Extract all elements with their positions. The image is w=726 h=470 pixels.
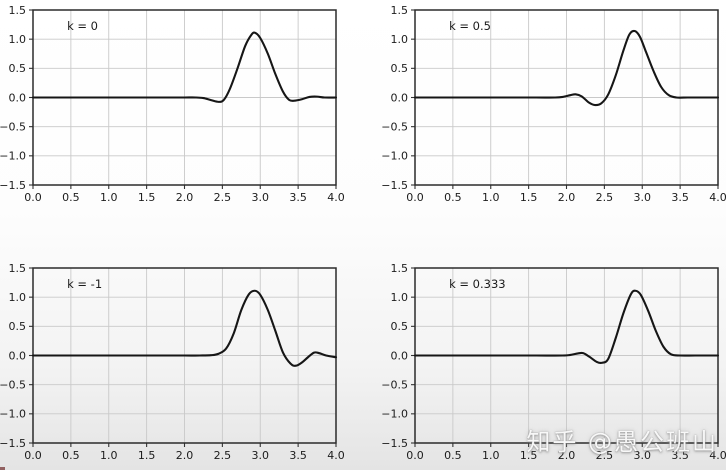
x-tick-label: 3.0 (634, 191, 652, 204)
y-tick-label: 1.0 (391, 33, 409, 46)
x-tick-label: 2.0 (176, 449, 194, 462)
y-tick-label: 0.5 (391, 62, 409, 75)
k-value-label: k = 0.333 (449, 277, 506, 291)
x-tick-label: 1.0 (100, 449, 118, 462)
axis-ticks (411, 9, 719, 189)
x-tick-label: 0.0 (406, 191, 424, 204)
y-tick-label: −1.0 (382, 150, 408, 163)
x-tick-label: 1.5 (520, 191, 538, 204)
subplot-k-0p333-canvas: 0.0 0.5 1.0 1.5 2.0 2.5 3.0 3.5 4.01.51.00.50.0−… (382, 262, 726, 462)
y-tick-label: 1.0 (9, 33, 27, 46)
wave-curve (31, 289, 338, 367)
x-tick-label: 4.0 (327, 449, 345, 462)
wave-curve (413, 289, 720, 365)
y-tick-label: 0.0 (391, 91, 409, 104)
y-tick-label: 0.5 (9, 320, 27, 333)
x-tick-label: 3.5 (671, 191, 689, 204)
x-tick-label: 4.0 (709, 449, 726, 462)
x-tick-label: 2.5 (596, 191, 614, 204)
y-tick-label: 1.5 (9, 262, 27, 275)
subplot-k-0p5: 0.0 0.5 1.0 1.5 2.0 2.5 3.0 3.5 4.0 1.5 1.0 0.5 0.0−… (382, 0, 726, 212)
x-tick-label: 4.0 (327, 191, 345, 204)
x-tick-label: 2.0 (558, 449, 576, 462)
x-tick-label: 0.5 (444, 449, 462, 462)
subplot-k-0p5-canvas: 0.0 0.5 1.0 1.5 2.0 2.5 3.0 3.5 4.01.51.00.50.0−… (382, 4, 726, 204)
x-tick-label: 1.0 (100, 191, 118, 204)
k-value-label: k = -1 (67, 277, 102, 291)
y-tick-label: 1.5 (9, 4, 27, 17)
axis-ticks (411, 267, 719, 447)
y-tick-label: 0.5 (9, 62, 27, 75)
y-tick-label: −1.5 (382, 437, 408, 450)
y-tick-label: −1.0 (0, 408, 26, 421)
y-tick-label: 0.0 (9, 349, 27, 362)
wave-curve (31, 31, 338, 103)
tick-labels: 0.0 0.5 1.0 1.5 2.0 2.5 3.0 3.5 4.01.51.00.50.0−… (382, 262, 726, 462)
x-tick-label: 2.0 (558, 191, 576, 204)
subplot-k-0: 0.0 0.5 1.0 1.5 2.0 2.5 3.0 3.5 4.0 1.5 1.0 0.5 0.0−… (0, 0, 346, 212)
x-tick-label: 0.0 (24, 191, 42, 204)
y-tick-label: −1.5 (0, 437, 26, 450)
video-progress-mark (0, 467, 5, 470)
zhihu-watermark: 知乎 @愚公班山 (526, 428, 718, 456)
y-tick-label: −1.0 (382, 408, 408, 421)
y-tick-label: −0.5 (0, 120, 26, 133)
y-tick-label: 1.5 (391, 262, 409, 275)
y-tick-label: −0.5 (0, 378, 26, 391)
x-tick-label: 0.5 (62, 191, 80, 204)
y-tick-label: 1.0 (9, 291, 27, 304)
wave-curve (413, 29, 720, 107)
k-value-label: k = 0.5 (449, 19, 491, 33)
x-tick-label: 4.0 (709, 191, 726, 204)
subplot-k-neg1-canvas: 0.0 0.5 1.0 1.5 2.0 2.5 3.0 3.5 4.01.51.00.50.0−… (0, 262, 345, 462)
y-tick-label: 0.0 (391, 349, 409, 362)
x-tick-label: 2.0 (176, 191, 194, 204)
x-tick-label: 1.0 (482, 449, 500, 462)
x-tick-label: 1.5 (520, 449, 538, 462)
x-tick-label: 3.5 (289, 191, 307, 204)
x-tick-label: 0.5 (444, 191, 462, 204)
y-tick-label: −0.5 (382, 378, 408, 391)
axis-ticks (29, 267, 337, 447)
x-tick-label: 2.5 (596, 449, 614, 462)
x-tick-label: 2.5 (214, 191, 232, 204)
x-tick-label: 0.0 (406, 449, 424, 462)
subplot-k-0p333: 0.0 0.5 1.0 1.5 2.0 2.5 3.0 3.5 4.0 1.5 1.0 0.5 0.0−… (382, 258, 726, 470)
x-tick-label: 2.5 (214, 449, 232, 462)
y-tick-label: −0.5 (382, 120, 408, 133)
y-tick-label: 1.5 (391, 4, 409, 17)
y-tick-label: 0.5 (391, 320, 409, 333)
x-tick-label: 1.5 (138, 449, 156, 462)
x-tick-label: 0.0 (24, 449, 42, 462)
tick-labels: 0.0 0.5 1.0 1.5 2.0 2.5 3.0 3.5 4.01.51.00.50.0−… (382, 4, 726, 204)
y-tick-label: −1.0 (0, 150, 26, 163)
x-tick-label: 3.5 (671, 449, 689, 462)
x-tick-label: 3.5 (289, 449, 307, 462)
x-tick-label: 1.0 (482, 191, 500, 204)
y-tick-label: −1.5 (382, 179, 408, 192)
x-tick-label: 3.0 (634, 449, 652, 462)
y-tick-label: 1.0 (391, 291, 409, 304)
x-tick-label: 3.0 (252, 191, 270, 204)
x-tick-label: 0.5 (62, 449, 80, 462)
y-tick-label: −1.5 (0, 179, 26, 192)
x-tick-label: 3.0 (252, 449, 270, 462)
subplot-k-neg1: 0.0 0.5 1.0 1.5 2.0 2.5 3.0 3.5 4.0 1.5 1.0 0.5 0.0−… (0, 258, 346, 470)
tick-labels: 0.0 0.5 1.0 1.5 2.0 2.5 3.0 3.5 4.01.51.00.50.0−… (0, 4, 345, 204)
x-tick-label: 1.5 (138, 191, 156, 204)
k-value-label: k = 0 (67, 19, 98, 33)
y-tick-label: 0.0 (9, 91, 27, 104)
subplot-k-0-canvas: 0.0 0.5 1.0 1.5 2.0 2.5 3.0 3.5 4.01.51.00.50.0−… (0, 4, 345, 204)
tick-labels: 0.0 0.5 1.0 1.5 2.0 2.5 3.0 3.5 4.01.51.00.50.0−… (0, 262, 345, 462)
